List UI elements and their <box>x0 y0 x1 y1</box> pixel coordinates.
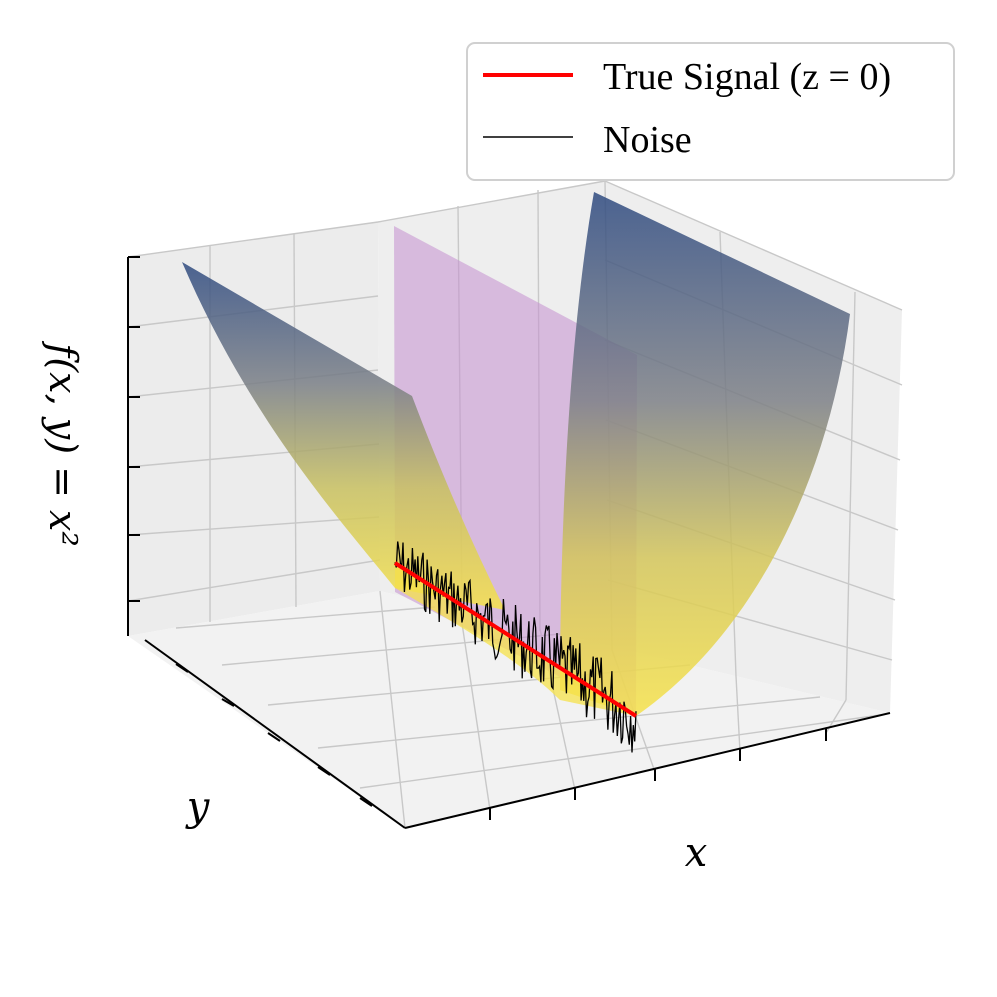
noise-series <box>394 541 637 753</box>
y-tick <box>317 766 331 776</box>
legend: True Signal (z = 0) Noise <box>466 42 955 181</box>
y-tick <box>359 797 373 807</box>
y-tick <box>221 698 235 707</box>
true-signal-line <box>393 561 638 718</box>
z-axis-ticks <box>128 256 140 602</box>
legend-box <box>466 42 955 181</box>
surface-left-wing <box>182 262 505 610</box>
x-axis-ticks <box>489 729 827 820</box>
pane-back-left <box>128 222 380 636</box>
surface-right-wing <box>560 192 850 716</box>
noise-line <box>394 541 637 753</box>
y-tick <box>175 663 189 673</box>
true-signal-series <box>393 561 638 718</box>
legend-label-true-signal: True Signal (z = 0) <box>603 56 891 98</box>
pane-floor <box>128 591 890 828</box>
y-axis-ticks <box>175 663 373 807</box>
x-axis-label: x <box>685 830 708 876</box>
z-axis-label: f(x, y) = x² <box>41 340 85 546</box>
legend-label-noise: Noise <box>603 119 692 161</box>
y-axis-label: y <box>185 784 211 830</box>
y-tick <box>267 732 281 742</box>
